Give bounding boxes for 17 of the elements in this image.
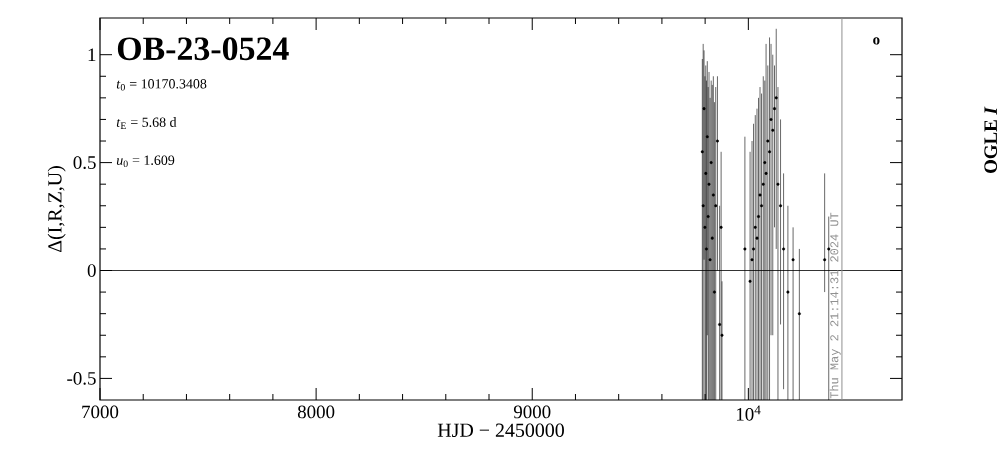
x-axis-title: HJD − 2450000 — [437, 423, 564, 437]
x-tick-label: 7000 — [82, 405, 119, 419]
annotation: u$_{0}$ = 1.609 — [116, 155, 175, 168]
y-tick-label: 0 — [87, 264, 96, 277]
x-tick-label: 8000 — [297, 405, 335, 419]
annotation: t$_{0}$ = 10170.3408 — [116, 79, 207, 91]
x-tick-label: 10$^{4}$ — [736, 405, 761, 421]
y-tick-label: 1 — [88, 48, 96, 61]
y-tick-label: 0.5 — [73, 156, 96, 170]
chart-title: OB-23-0524 — [117, 37, 289, 61]
annotation: Thu May 2 21:14:31 2024 UT — [829, 212, 841, 399]
annotation: t$_{E}$ = 5.68 d — [116, 117, 177, 129]
x-tick-label: 9000 — [513, 405, 551, 419]
annotation: o — [873, 37, 880, 45]
text: OGLE I — [984, 106, 998, 173]
y-tick-label: -0.5 — [67, 372, 96, 385]
y-axis-title: Δ(I,R,Z,U) — [47, 166, 66, 252]
